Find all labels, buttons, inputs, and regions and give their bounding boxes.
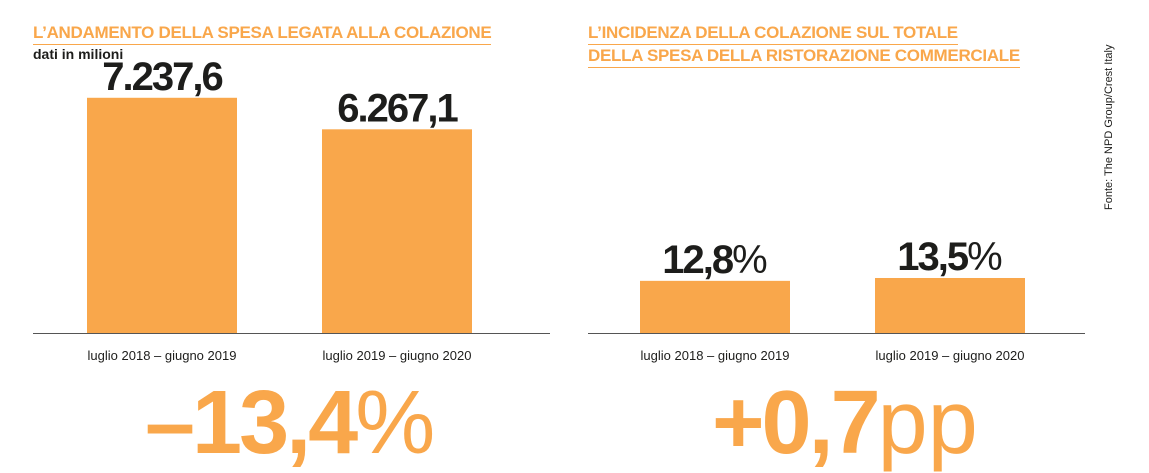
source-note: Fonte: The NPD Group/Crest Italy: [1103, 44, 1115, 210]
chart1-change-summary: –13,4%: [145, 375, 435, 471]
chart2-value-label-2: 13,5%: [897, 235, 1002, 279]
chart1-value-number-1: 7.237,6: [102, 55, 222, 99]
chart2-change-unit: pp: [877, 373, 978, 473]
chart2-change-value: +0,7: [712, 373, 881, 473]
chart2-value-unit-2: %: [967, 235, 1003, 279]
chart1-value-number-2: 6.267,1: [337, 86, 458, 130]
chart1-value-label-1: 7.237,6: [102, 55, 222, 99]
chart2-category-label-2: luglio 2019 – giugno 2020: [876, 348, 1025, 363]
chart1-category-label-2: luglio 2019 – giugno 2020: [323, 348, 472, 363]
chart1-change-unit: %: [355, 373, 436, 473]
chart1-bar-1: [87, 97, 237, 333]
chart1-subtitle: dati in milioni: [33, 46, 124, 62]
chart2-bar-2: [875, 277, 1025, 333]
chart2-value-number-2: 13,5: [897, 235, 969, 279]
chart2-plot: 12,8% luglio 2018 – giugno 2019 13,5% lugli…: [588, 235, 1085, 363]
chart1-value-label-2: 6.267,1: [337, 86, 458, 130]
chart1-plot: 7.237,6 luglio 2018 – giugno 2019 6.267,1 l…: [33, 55, 550, 363]
chart2-value-number-1: 12,8: [662, 238, 734, 282]
chart2-title-line-2: DELLA SPESA DELLA RISTORAZIONE COMMERCIA…: [588, 45, 1020, 68]
chart1-title: L’ANDAMENTO DELLA SPESA LEGATA ALLA COLA…: [33, 22, 492, 45]
chart2-bar-1: [640, 280, 790, 333]
chart2-title: L’INCIDENZA DELLA COLAZIONE SUL TOTALE D…: [588, 22, 1020, 68]
chart2-value-unit-1: %: [732, 238, 768, 282]
chart1-change-value: –13,4: [145, 373, 358, 473]
chart1-category-label-1: luglio 2018 – giugno 2019: [88, 348, 237, 363]
chart2-change-summary: +0,7pp: [712, 375, 978, 471]
chart1-title-line-1: L’ANDAMENTO DELLA SPESA LEGATA ALLA COLA…: [33, 22, 492, 45]
chart2-category-label-1: luglio 2018 – giugno 2019: [641, 348, 790, 363]
chart1-bar-2: [322, 129, 472, 333]
chart2-value-label-1: 12,8%: [662, 238, 767, 282]
